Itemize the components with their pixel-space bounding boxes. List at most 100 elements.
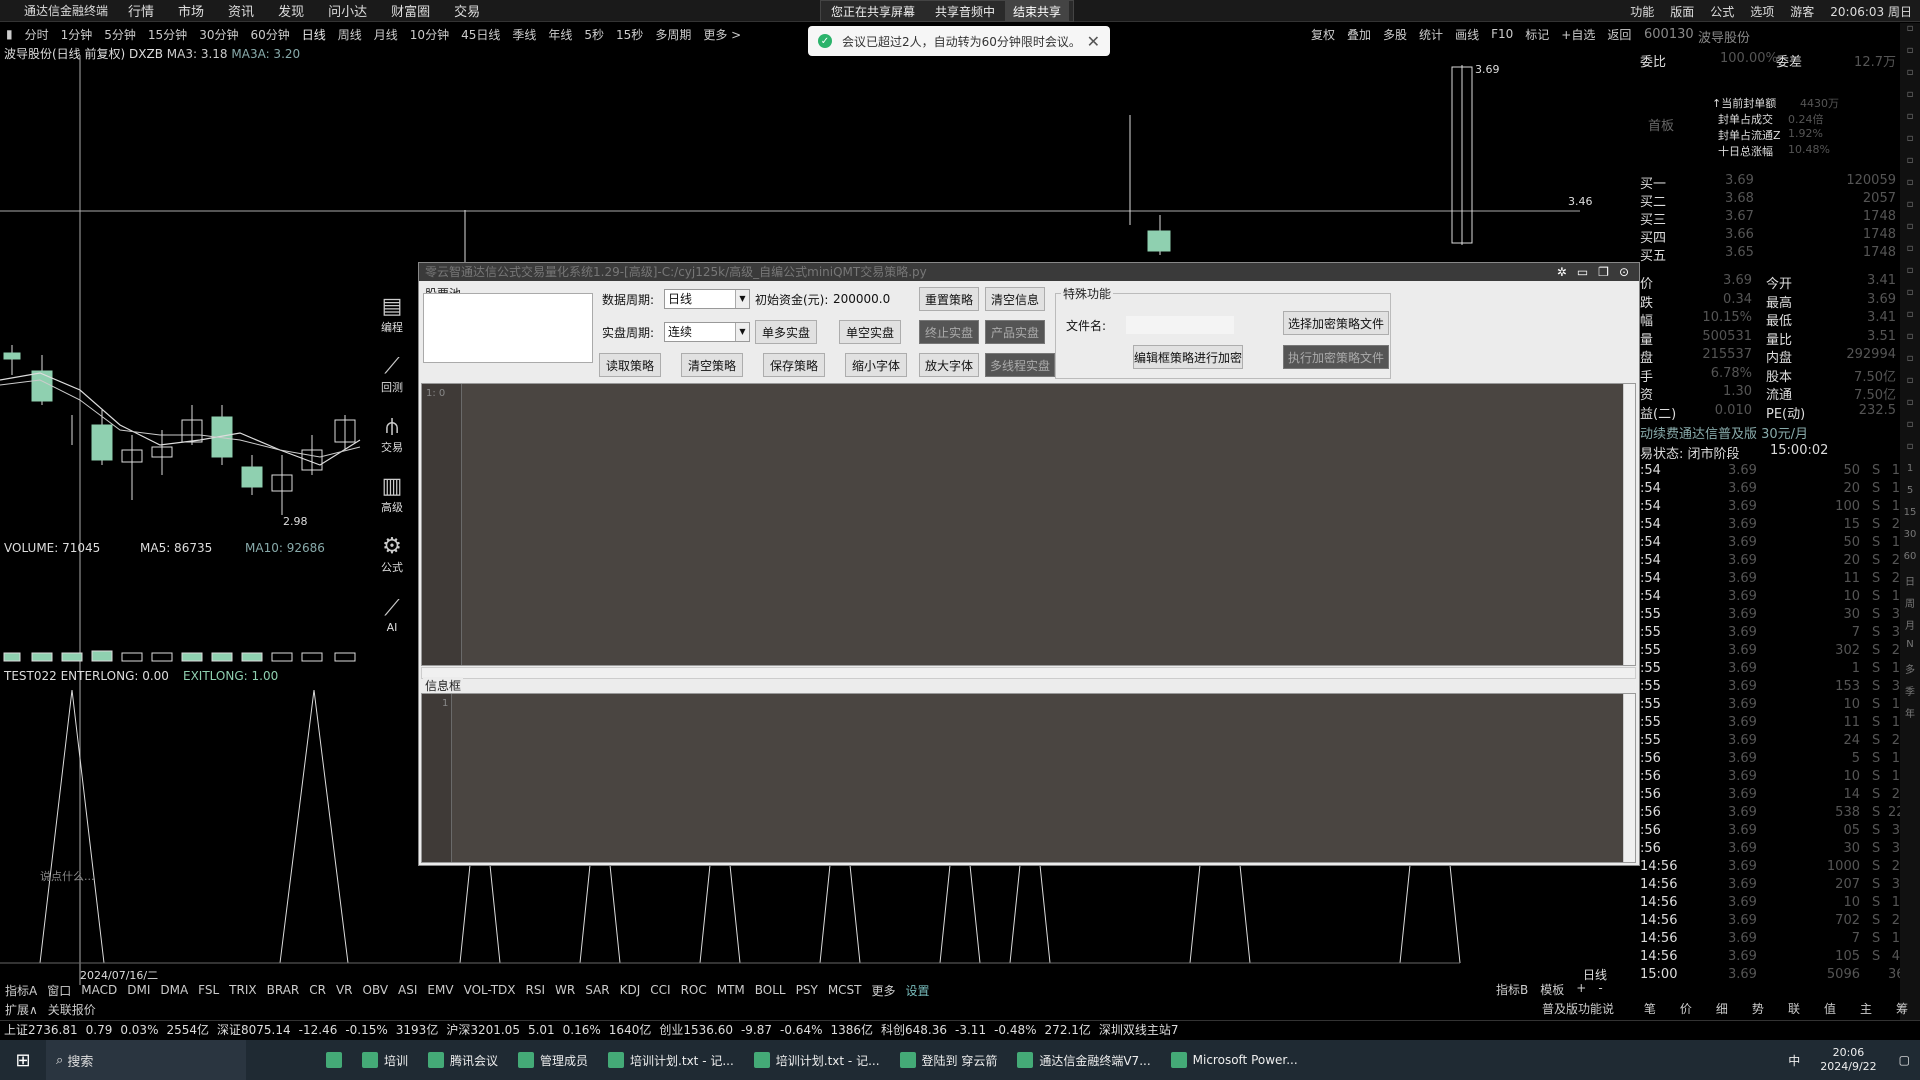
period-tab[interactable]: 年线 <box>548 27 573 42</box>
period-tab[interactable]: 周线 <box>337 27 362 42</box>
indicator-tab[interactable]: FSL <box>198 983 220 997</box>
side-tool-5[interactable]: ⟋ AI <box>372 585 412 645</box>
period-tab[interactable]: 季线 <box>512 27 537 42</box>
bottom-tab[interactable]: 联 <box>1787 1002 1800 1016</box>
indicator-tab[interactable]: VR <box>335 983 353 997</box>
indicator-tab[interactable]: TRIX <box>229 983 257 997</box>
strip-period[interactable]: 多 <box>1905 665 1915 676</box>
audio-status[interactable]: 共享音频中 <box>935 4 996 19</box>
indicator-tab[interactable]: DMI <box>127 983 151 997</box>
indicator-tab[interactable]: CR <box>309 983 326 997</box>
run-encrypted-button[interactable]: 执行加密策略文件 <box>1283 345 1389 369</box>
info-box[interactable]: 1 <box>421 693 1636 863</box>
strip-icon[interactable]: ▫ <box>1906 375 1914 386</box>
indicator-tab[interactable]: VOL-TDX <box>463 983 516 997</box>
period-tab[interactable]: 15秒 <box>616 27 644 42</box>
side-tool-0[interactable]: ▤ 编程 <box>372 285 412 345</box>
maximize-icon[interactable]: ▭ <box>1576 265 1589 279</box>
bottom-tab[interactable]: 主 <box>1859 1002 1872 1016</box>
indicator-right-tab[interactable]: + <box>1576 981 1587 995</box>
period-tab[interactable]: 日线 <box>301 27 326 42</box>
indicator-tab[interactable]: EMV <box>427 983 454 997</box>
strip-icon[interactable]: ▫ <box>1906 177 1914 188</box>
end-share-button[interactable]: 结束共享 <box>1005 0 1070 22</box>
indicator-tab[interactable]: KDJ <box>619 983 641 997</box>
taskbar-search[interactable]: ⌕ 搜索 <box>46 1040 246 1080</box>
menu-function[interactable]: 功能 <box>1630 4 1655 19</box>
strip-icon[interactable]: ▫ <box>1906 287 1914 298</box>
period-tab[interactable]: 分时 <box>24 27 49 42</box>
menu-trade[interactable]: 交易 <box>454 5 481 20</box>
save-strategy-button[interactable]: 保存策略 <box>763 353 825 377</box>
close-icon[interactable]: ✕ <box>1086 31 1100 51</box>
strip-icon[interactable]: ▫ <box>1906 353 1914 364</box>
single-long-button[interactable]: 单多实盘 <box>755 320 817 344</box>
settings-icon[interactable]: ✲ <box>1556 265 1567 279</box>
user-label[interactable]: 游客 <box>1790 4 1815 19</box>
menu-discover[interactable]: 发现 <box>278 5 305 20</box>
taskbar-pinned[interactable] <box>316 1040 352 1080</box>
pin-icon[interactable]: ⊙ <box>1618 265 1629 279</box>
promo-text[interactable]: 动续费通达信普及版 30元/月 <box>1640 427 1809 442</box>
menu-ask[interactable]: 问小达 <box>328 5 368 20</box>
indicator-tab[interactable]: 更多 <box>871 983 896 998</box>
chart-tool-item[interactable]: 统计 <box>1419 27 1444 42</box>
taskbar-app[interactable]: 管理成员 <box>508 1040 598 1080</box>
encrypt-edit-button[interactable]: 编辑框策略进行加密 <box>1133 345 1243 369</box>
period-tab[interactable]: 30分钟 <box>199 27 239 42</box>
menu-layout[interactable]: 版面 <box>1670 4 1695 19</box>
strip-icon[interactable]: ▫ <box>1906 133 1914 144</box>
read-strategy-button[interactable]: 读取策略 <box>599 353 661 377</box>
menu-wealth[interactable]: 财富圈 <box>391 5 431 20</box>
side-tool-2[interactable]: ⫛ 交易 <box>372 405 412 465</box>
period-tab[interactable]: 1分钟 <box>60 27 93 42</box>
menu-quotes[interactable]: 行情 <box>128 5 155 20</box>
strip-icon[interactable]: ▫ <box>1906 89 1914 100</box>
strip-icon[interactable]: ▫ <box>1906 199 1914 210</box>
strip-period[interactable]: N <box>1906 639 1914 650</box>
period-tab[interactable]: 月线 <box>373 27 398 42</box>
single-short-button[interactable]: 单空实盘 <box>839 320 901 344</box>
indicator-tab[interactable]: 设置 <box>905 983 930 998</box>
filename-input[interactable] <box>1125 315 1235 335</box>
strip-icon[interactable]: ▫ <box>1906 221 1914 232</box>
taskbar-app[interactable]: 培训 <box>352 1040 418 1080</box>
indicator-right-tab[interactable]: 模板 <box>1540 983 1565 997</box>
strip-icon[interactable]: ▫ <box>1906 419 1914 430</box>
period-tab[interactable]: 15分钟 <box>147 27 188 42</box>
chart-tool-item[interactable]: +自选 <box>1561 27 1596 42</box>
indicator-name[interactable]: DXZB <box>129 47 163 61</box>
strip-period[interactable]: 60 <box>1903 551 1917 562</box>
menu-options[interactable]: 选项 <box>1750 4 1775 19</box>
period-menu-icon[interactable]: ▮ <box>6 27 13 41</box>
side-tool-3[interactable]: ▥ 高级 <box>372 465 412 525</box>
strategy-editor[interactable]: 1: 0 <box>421 383 1636 666</box>
bottom-tab[interactable]: 细 <box>1715 1002 1728 1016</box>
chart-tool-item[interactable]: 多股 <box>1383 27 1408 42</box>
ext-item[interactable]: 扩展∧ <box>5 1002 38 1017</box>
indicator-tab[interactable]: ASI <box>398 983 418 997</box>
taskbar-app[interactable]: 通达信金融终端V7... <box>1007 1040 1160 1080</box>
info-scrollbar[interactable] <box>1623 694 1635 862</box>
strip-icon[interactable]: ▫ <box>1906 23 1914 34</box>
period-tab[interactable]: 多周期 <box>655 27 692 42</box>
promo-row[interactable]: 动续费通达信普及版 30元/月 <box>1640 423 1902 442</box>
taskbar-app[interactable]: 腾讯会议 <box>418 1040 508 1080</box>
reset-strategy-button[interactable]: 重置策略 <box>919 287 979 311</box>
strip-period[interactable]: 15 <box>1903 507 1917 518</box>
bottom-tab[interactable]: 笔 <box>1643 1002 1656 1016</box>
bottom-tab[interactable]: 筹 <box>1895 1002 1908 1016</box>
chart-tool-item[interactable]: F10 <box>1491 27 1514 41</box>
stop-live-button[interactable]: 终止实盘 <box>919 320 979 344</box>
stock-pool-list[interactable] <box>423 293 593 363</box>
strip-period[interactable]: 季 <box>1905 687 1915 698</box>
select-encrypted-button[interactable]: 选择加密策略文件 <box>1283 311 1389 335</box>
strip-icon[interactable]: ▫ <box>1906 331 1914 342</box>
period-tab[interactable]: 5分钟 <box>104 27 136 42</box>
indicator-tab[interactable]: BOLL <box>754 983 786 997</box>
clear-strategy-button[interactable]: 清空策略 <box>681 353 743 377</box>
strip-period[interactable]: 30 <box>1903 529 1917 540</box>
indicator-right-tab[interactable]: - <box>1598 981 1603 995</box>
chart-tool-item[interactable]: 标记 <box>1525 27 1550 42</box>
strip-icon[interactable]: ▫ <box>1906 265 1914 276</box>
